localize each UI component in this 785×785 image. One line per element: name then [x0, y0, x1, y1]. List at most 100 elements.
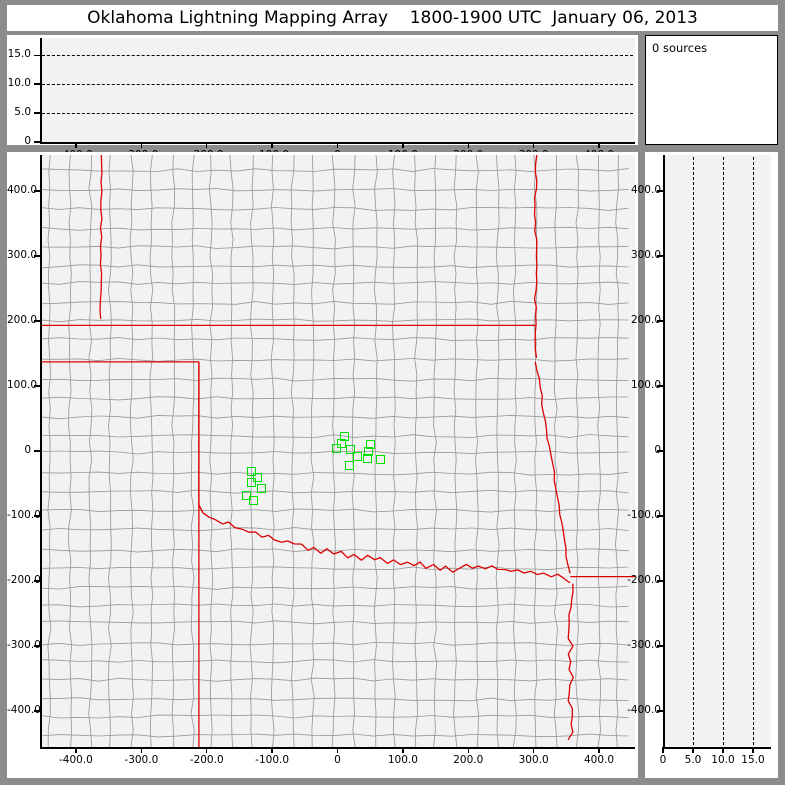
y-tick-label: 10.0	[7, 77, 31, 90]
north-vs-altitude-panel[interactable]: 400.0 300.0 200.0 100.0 0 -100.0 -200.0 -300.0 -…	[627, 152, 778, 778]
gridline-vertical	[693, 157, 694, 745]
x-tick	[336, 747, 339, 753]
x-tick	[752, 747, 754, 753]
x-tick	[598, 747, 600, 753]
gridline-horizontal	[42, 55, 633, 57]
x-tick-label: -100.0	[255, 754, 290, 766]
source-count-panel: 0 sources	[645, 35, 778, 145]
source-marker	[246, 467, 256, 477]
x-tick	[271, 747, 273, 753]
north-vs-altitude-plot-area[interactable]	[663, 155, 771, 747]
x-tick-label: 400.0	[584, 754, 615, 766]
y-tick	[657, 385, 664, 387]
x-tick	[692, 747, 694, 753]
x-tick	[205, 747, 208, 753]
x-tick	[598, 142, 600, 148]
plan-view-plot-area[interactable]	[40, 155, 635, 747]
altitude-vs-east-plot-area[interactable]	[40, 38, 635, 142]
source-marker	[352, 451, 362, 461]
y-tick-label: -100.0	[7, 509, 41, 522]
gridline-vertical	[723, 157, 724, 745]
x-tick	[402, 142, 404, 148]
x-tick-label: -200.0	[189, 754, 224, 766]
y-tick	[34, 54, 41, 57]
x-tick-label: -300.0	[124, 754, 159, 766]
altitude-vs-east-panel[interactable]: 05.010.015.0-400.0-300.0-200.0-100.00100…	[7, 35, 638, 161]
x-tick	[532, 142, 535, 148]
x-tick-label: 10.0	[711, 754, 735, 766]
source-marker	[252, 472, 262, 482]
x-tick	[336, 142, 339, 148]
x-tick	[722, 747, 724, 753]
y-tick	[34, 710, 41, 712]
y-tick-label: 400.0	[630, 183, 661, 196]
gridline-vertical	[753, 157, 754, 745]
y-tick-label: -300.0	[627, 639, 661, 652]
y-tick-label: 100.0	[7, 378, 38, 391]
y-tick-label: -200.0	[627, 574, 661, 587]
y-tick	[657, 515, 664, 517]
source-marker	[331, 443, 341, 453]
x-tick	[75, 142, 77, 148]
y-tick	[34, 580, 41, 582]
y-tick	[34, 450, 41, 452]
source-marker	[344, 460, 354, 470]
y-tick	[657, 320, 664, 322]
x-tick-label: 100.0	[387, 754, 418, 766]
y-tick-label: 200.0	[7, 313, 38, 326]
map-boundaries	[40, 155, 635, 747]
x-tick	[140, 747, 143, 753]
y-tick-label: 5.0	[14, 106, 31, 119]
y-tick	[657, 710, 664, 712]
y-tick-label: 0	[654, 444, 661, 456]
source-marker	[340, 431, 350, 441]
y-tick-label: 100.0	[630, 378, 661, 391]
x-tick-label: 300.0	[518, 754, 549, 766]
x-tick-label: 15.0	[741, 754, 765, 766]
source-marker	[256, 483, 266, 493]
y-tick-label: 15.0	[7, 48, 31, 61]
y-tick-label: -400.0	[7, 704, 41, 717]
y-tick	[34, 255, 41, 257]
y-tick	[34, 83, 41, 85]
y-tick	[657, 645, 664, 647]
y-tick-label: 0	[24, 135, 31, 147]
y-tick	[34, 385, 41, 387]
x-tick-label: 0	[659, 754, 667, 766]
y-tick	[657, 580, 664, 582]
y-axis-line	[40, 38, 42, 142]
y-tick-label: 400.0	[7, 183, 38, 196]
source-marker	[247, 478, 257, 488]
y-tick	[34, 141, 41, 143]
x-tick	[467, 142, 470, 148]
x-tick	[402, 747, 404, 753]
source-marker	[336, 438, 346, 448]
x-tick-label: 200.0	[453, 754, 484, 766]
x-tick	[140, 142, 143, 148]
source-marker	[346, 445, 356, 455]
y-tick-label: 200.0	[630, 313, 661, 326]
x-tick-label: 0	[334, 754, 341, 766]
y-tick	[657, 190, 664, 192]
y-tick-label: -200.0	[7, 574, 41, 587]
source-marker	[376, 454, 386, 464]
source-marker	[365, 439, 375, 449]
y-tick	[34, 645, 41, 647]
x-tick	[532, 747, 535, 753]
x-axis-line	[663, 747, 771, 749]
y-tick	[34, 190, 41, 192]
y-tick-label: -100.0	[627, 509, 661, 522]
x-tick	[75, 747, 77, 753]
plan-view-map-panel[interactable]: 400.0 300.0 200.0 100.0 0 -100.0 -200.0 -300.0 -…	[7, 152, 638, 778]
gridline-horizontal	[42, 84, 633, 86]
source-marker	[363, 454, 373, 464]
y-tick	[657, 450, 664, 452]
x-tick	[662, 747, 664, 753]
x-tick-label: -400.0	[59, 754, 93, 766]
y-tick	[657, 255, 664, 257]
y-tick-label: 300.0	[7, 248, 38, 261]
x-tick	[271, 142, 273, 148]
y-tick	[34, 320, 41, 322]
y-tick-label: 0	[24, 444, 31, 456]
